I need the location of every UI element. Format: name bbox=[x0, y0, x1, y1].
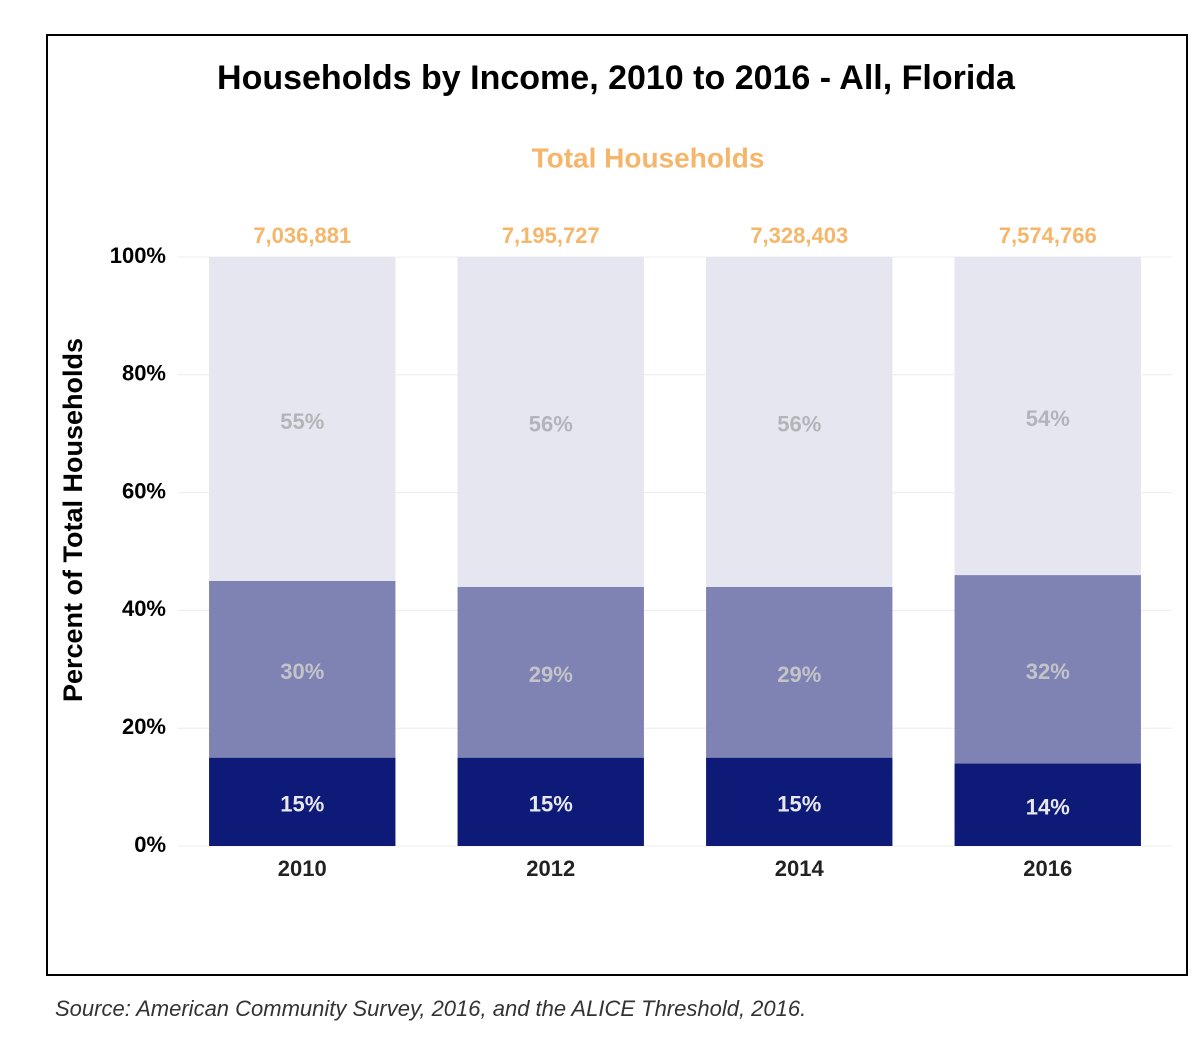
chart-title: Households by Income, 2010 to 2016 - All… bbox=[217, 59, 1016, 97]
y-tick-label: 100% bbox=[110, 243, 166, 268]
bar-segment bbox=[209, 257, 396, 581]
data-label: 32% bbox=[1026, 659, 1070, 684]
bar-segment bbox=[457, 757, 644, 846]
data-label: 55% bbox=[280, 409, 324, 434]
bar-segment bbox=[209, 580, 396, 758]
data-label: 15% bbox=[777, 792, 821, 817]
bar-segment bbox=[457, 586, 644, 758]
y-tick-label: 80% bbox=[122, 361, 166, 386]
bar-segment bbox=[457, 257, 644, 587]
bar-segment bbox=[706, 757, 893, 846]
data-label: 15% bbox=[280, 792, 324, 817]
bar-segment bbox=[209, 757, 396, 846]
y-tick-label: 20% bbox=[122, 714, 166, 739]
bar-segment bbox=[706, 257, 893, 587]
y-axis-title: Percent of Total Households bbox=[58, 338, 88, 702]
chart-subtitle: Total Households bbox=[532, 142, 765, 173]
total-label: 7,574,766 bbox=[999, 223, 1097, 248]
data-label: 54% bbox=[1026, 406, 1070, 431]
y-tick-label: 60% bbox=[122, 478, 166, 503]
x-tick-label: 2010 bbox=[278, 856, 327, 881]
data-label: 56% bbox=[529, 412, 573, 437]
bar-segment bbox=[706, 586, 893, 758]
x-tick-label: 2016 bbox=[1023, 856, 1072, 881]
bar-segment bbox=[954, 575, 1141, 764]
total-label: 7,195,727 bbox=[502, 223, 600, 248]
data-label: 15% bbox=[529, 792, 573, 817]
data-label: 29% bbox=[529, 662, 573, 687]
data-label: 30% bbox=[280, 659, 324, 684]
y-tick-label: 40% bbox=[122, 596, 166, 621]
bar-segment bbox=[954, 763, 1141, 846]
y-tick-label: 0% bbox=[134, 832, 166, 857]
data-label: 29% bbox=[777, 662, 821, 687]
total-label: 7,328,403 bbox=[750, 223, 848, 248]
data-label: 14% bbox=[1026, 795, 1070, 820]
data-label: 56% bbox=[777, 412, 821, 437]
source-note: Source: American Community Survey, 2016,… bbox=[55, 996, 806, 1021]
x-tick-label: 2014 bbox=[775, 856, 825, 881]
bar-segment bbox=[954, 257, 1141, 576]
x-tick-label: 2012 bbox=[526, 856, 575, 881]
total-label: 7,036,881 bbox=[253, 223, 351, 248]
